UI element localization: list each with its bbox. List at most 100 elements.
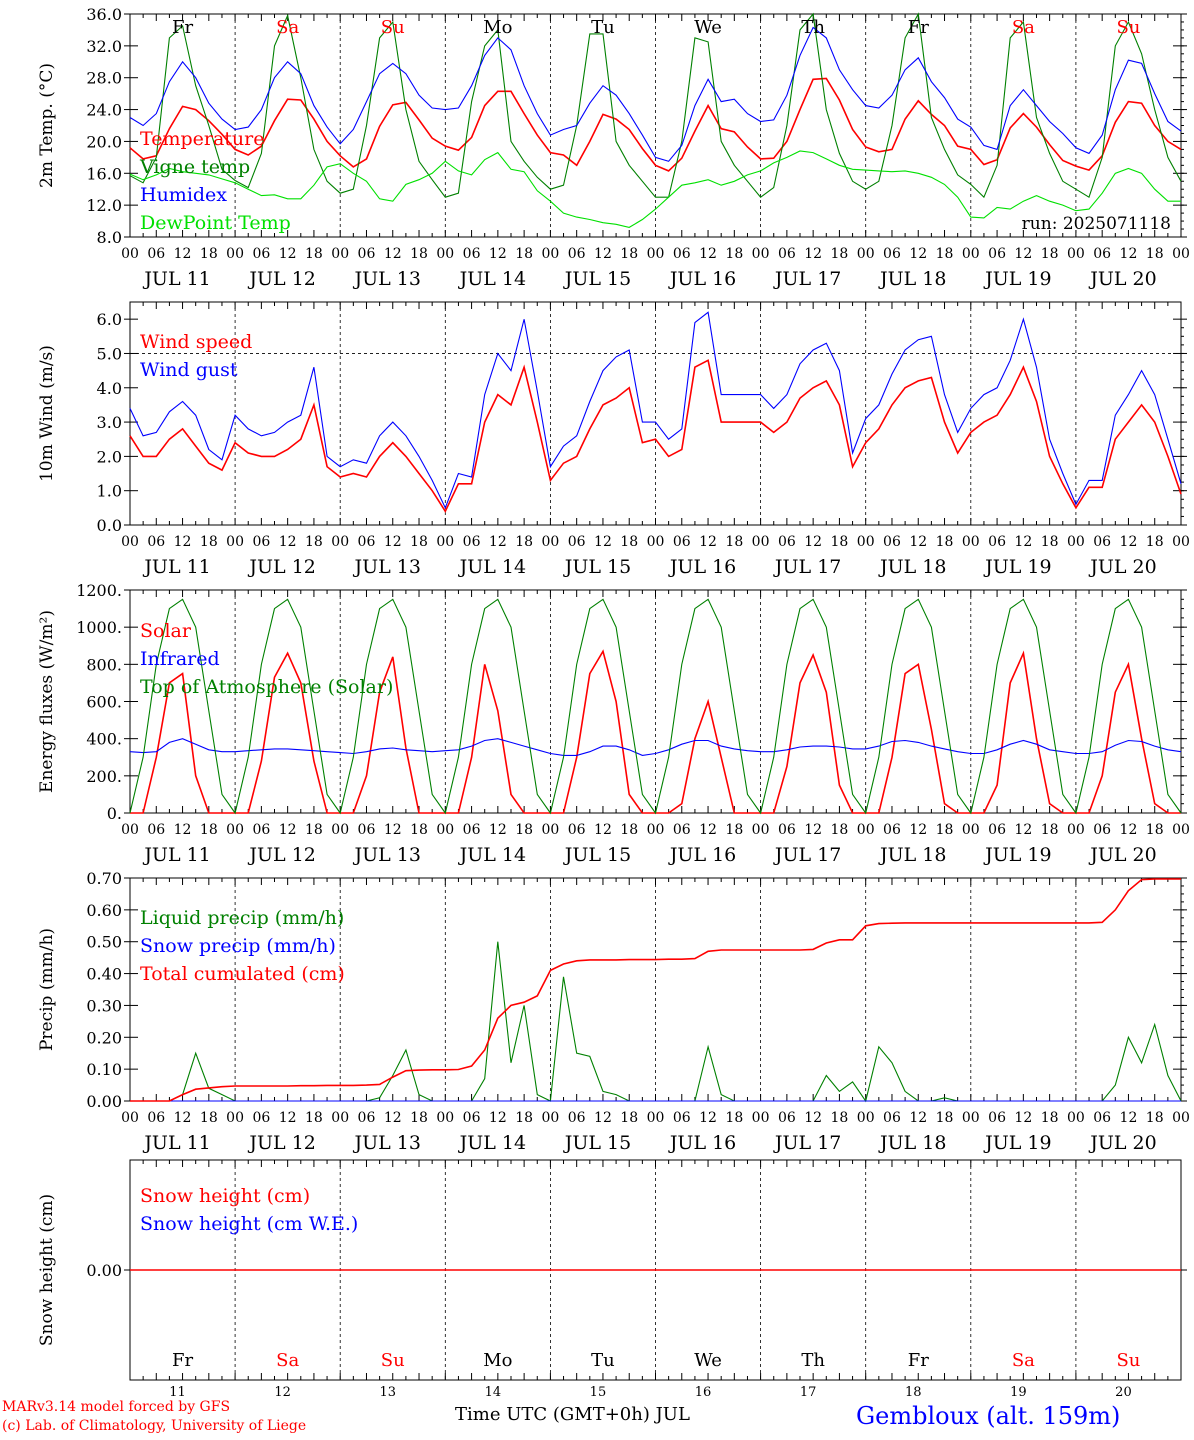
hour-tick-label: 06 (673, 246, 691, 262)
hour-tick-label: 06 (1093, 534, 1111, 550)
panel-frame (129, 301, 1182, 526)
legend-entry: DewPoint Temp (140, 212, 291, 234)
hour-tick-label: 06 (358, 246, 376, 262)
weekday-label: Sa (1012, 17, 1035, 38)
y-tick-label: 200. (86, 767, 122, 786)
hour-tick-label: 00 (331, 246, 349, 262)
hour-tick-label: 06 (358, 822, 376, 838)
hour-tick-label: 18 (1146, 822, 1164, 838)
y-tick-label: 1000. (76, 618, 122, 637)
hour-tick-label: 12 (804, 534, 822, 550)
hour-tick-label: 12 (909, 534, 927, 550)
weekday-label: Su (1116, 1350, 1140, 1371)
date-label: JUL 20 (1088, 1132, 1156, 1154)
hour-tick-label: 12 (699, 534, 717, 550)
series-line-green (129, 12, 1182, 199)
hour-tick-label: 18 (936, 822, 954, 838)
weekday-label: Su (1116, 17, 1140, 38)
weekday-label: Su (381, 1350, 405, 1371)
hour-tick-label: 00 (1067, 1110, 1085, 1126)
date-label: JUL 17 (773, 268, 841, 290)
panel-1: 8.0 12.0 16.0 20.0 24.0 28.0 32.0 36.0 2m Temp. … (37, 5, 1190, 290)
panel-5: 0.00 Snow height (cm) Snow height (cm) Snow… (37, 1159, 1187, 1400)
y-tick-label: 5.0 (97, 344, 122, 363)
date-label: JUL 15 (563, 844, 631, 866)
hour-tick-label: 18 (305, 246, 323, 262)
hour-tick-label: 00 (857, 822, 875, 838)
y-tick-label: 1200. (76, 581, 122, 600)
hour-tick-label: 18 (515, 822, 533, 838)
weekday-label: Fr (172, 17, 193, 38)
hour-tick-label: 00 (226, 246, 244, 262)
hour-tick-label: 18 (725, 534, 743, 550)
hour-tick-label: 18 (936, 534, 954, 550)
hour-tick-label: 06 (358, 534, 376, 550)
day-number-label: 17 (800, 1385, 817, 1400)
date-label: JUL 15 (563, 556, 631, 578)
hour-tick-label: 00 (436, 1110, 454, 1126)
hour-tick-label: 12 (804, 246, 822, 262)
series-line-blue (129, 738, 1182, 756)
series-line-blue (129, 26, 1182, 162)
hour-tick-label: 18 (200, 822, 218, 838)
hour-tick-label: 00 (121, 246, 139, 262)
date-label: JUL 18 (878, 556, 946, 578)
y-tick-label: 0.60 (86, 901, 122, 920)
series-line-green (129, 598, 1182, 815)
hour-tick-label: 18 (410, 1110, 428, 1126)
hour-tick-label: 12 (1014, 1110, 1032, 1126)
date-label: JUL 20 (1088, 556, 1156, 578)
hour-tick-label: 18 (831, 246, 849, 262)
hour-tick-label: 06 (358, 1110, 376, 1126)
date-label: JUL 12 (247, 268, 315, 290)
legend-entry: Vigne temp (139, 156, 250, 178)
hour-tick-label: 18 (515, 534, 533, 550)
date-label: JUL 12 (247, 1132, 315, 1154)
date-label: JUL 13 (353, 844, 421, 866)
date-label: JUL 19 (983, 1132, 1051, 1154)
hour-tick-label: 06 (463, 534, 481, 550)
y-tick-label: 3.0 (97, 413, 122, 432)
hour-tick-label: 00 (541, 1110, 559, 1126)
hour-tick-label: 00 (121, 1110, 139, 1126)
weekday-label: Sa (276, 17, 299, 38)
hour-tick-label: 00 (647, 534, 665, 550)
hour-tick-label: 06 (252, 534, 270, 550)
hour-tick-label: 12 (174, 822, 192, 838)
date-label: JUL 14 (458, 1132, 526, 1154)
weekday-label: Th (801, 1350, 825, 1371)
panel-frame (129, 13, 1182, 238)
hour-tick-label: 06 (673, 1110, 691, 1126)
station-label: Gembloux (alt. 159m) (856, 1402, 1121, 1430)
hour-tick-label: 06 (147, 1110, 165, 1126)
hour-tick-label: 18 (725, 822, 743, 838)
hour-tick-label: 18 (200, 1110, 218, 1126)
hour-tick-label: 00 (121, 534, 139, 550)
weekday-label: Tu (591, 17, 615, 38)
hour-tick-label: 06 (252, 1110, 270, 1126)
hour-tick-label: 18 (200, 246, 218, 262)
hour-tick-label: 06 (778, 246, 796, 262)
hour-tick-label: 12 (804, 822, 822, 838)
panel-4: 0.00 0.10 0.20 0.30 0.40 0.50 0.60 0.70 Precip (… (37, 869, 1190, 1154)
y-axis-label: 10m Wind (m/s) (37, 345, 57, 482)
date-label: JUL 13 (353, 268, 421, 290)
hour-tick-label: 18 (831, 822, 849, 838)
y-tick-label: 4.0 (97, 379, 122, 398)
hour-tick-label: 12 (1120, 822, 1138, 838)
hour-tick-label: 12 (489, 534, 507, 550)
hour-tick-label: 00 (1067, 246, 1085, 262)
y-tick-label: 2.0 (97, 447, 122, 466)
weekday-label: Fr (908, 1350, 929, 1371)
hour-tick-label: 12 (279, 822, 297, 838)
weekday-label: Fr (908, 17, 929, 38)
y-tick-label: 600. (86, 693, 122, 712)
hour-tick-label: 12 (489, 1110, 507, 1126)
hour-tick-label: 06 (568, 822, 586, 838)
day-number-label: 11 (169, 1385, 186, 1400)
date-label: JUL 18 (878, 844, 946, 866)
hour-tick-label: 00 (541, 534, 559, 550)
hour-tick-label: 18 (831, 534, 849, 550)
hour-tick-label: 00 (1067, 822, 1085, 838)
hour-tick-label: 00 (647, 822, 665, 838)
